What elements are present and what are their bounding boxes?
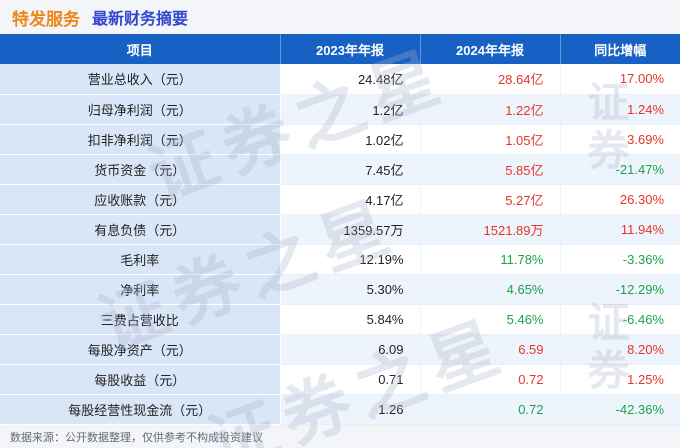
value-2024-cell: 5.46% — [420, 304, 561, 335]
row-label-cell: 有息负债（元） — [0, 214, 281, 245]
header-2023: 2023年年报 — [280, 34, 421, 64]
value-2024-cell: 4.65% — [420, 274, 561, 305]
table-row: 扣非净利润（元） 1.02亿 1.05亿 3.69% — [0, 124, 680, 155]
value-2023-cell: 1359.57万 — [280, 214, 421, 245]
yoy-cell: 26.30% — [560, 184, 680, 215]
table-row: 每股净资产（元） 6.09 6.59 8.20% — [0, 334, 680, 365]
table-row: 货币资金（元） 7.45亿 5.85亿 -21.47% — [0, 154, 680, 185]
table-row: 三费占营收比 5.84% 5.46% -6.46% — [0, 304, 680, 335]
value-2023-cell: 6.09 — [280, 334, 421, 365]
financial-summary-table: 项目 2023年年报 2024年年报 同比增幅 营业总收入（元） 24.48亿 28… — [0, 34, 680, 425]
table-header-row: 项目 2023年年报 2024年年报 同比增幅 — [0, 34, 680, 64]
yoy-cell: -42.36% — [560, 394, 680, 425]
table-row: 毛利率 12.19% 11.78% -3.36% — [0, 244, 680, 275]
value-2023-cell: 7.45亿 — [280, 154, 421, 185]
row-label-cell: 货币资金（元） — [0, 154, 281, 185]
table-row: 营业总收入（元） 24.48亿 28.64亿 17.00% — [0, 64, 680, 95]
value-2024-cell: 0.72 — [420, 394, 561, 425]
value-2023-cell: 5.84% — [280, 304, 421, 335]
value-2024-cell: 1521.89万 — [420, 214, 561, 245]
table-row: 有息负债（元） 1359.57万 1521.89万 11.94% — [0, 214, 680, 245]
value-2023-cell: 12.19% — [280, 244, 421, 275]
value-2024-cell: 28.64亿 — [420, 64, 561, 95]
value-2024-cell: 0.72 — [420, 364, 561, 395]
value-2023-cell: 1.2亿 — [280, 94, 421, 125]
yoy-cell: 1.25% — [560, 364, 680, 395]
row-label-cell: 净利率 — [0, 274, 281, 305]
data-source-note: 数据来源：公开数据整理，仅供参考不构成投资建议 — [10, 431, 263, 444]
row-label-cell: 三费占营收比 — [0, 304, 281, 335]
table-row: 每股收益（元） 0.71 0.72 1.25% — [0, 364, 680, 395]
table-row: 每股经营性现金流（元） 1.26 0.72 -42.36% — [0, 394, 680, 425]
value-2024-cell: 5.27亿 — [420, 184, 561, 215]
row-label-cell: 每股收益（元） — [0, 364, 281, 395]
report-title: 最新财务摘要 — [92, 11, 189, 28]
table-row: 应收账款（元） 4.17亿 5.27亿 26.30% — [0, 184, 680, 215]
value-2024-cell: 1.22亿 — [420, 94, 561, 125]
value-2024-cell: 1.05亿 — [420, 124, 561, 155]
header-item: 项目 — [0, 34, 281, 64]
table-row: 归母净利润（元） 1.2亿 1.22亿 1.24% — [0, 94, 680, 125]
yoy-cell: 1.24% — [560, 94, 680, 125]
value-2024-cell: 11.78% — [420, 244, 561, 275]
row-label-cell: 扣非净利润（元） — [0, 124, 281, 155]
yoy-cell: -12.29% — [560, 274, 680, 305]
row-label-cell: 营业总收入（元） — [0, 64, 281, 95]
stock-name: 特发服务 — [12, 9, 80, 29]
value-2023-cell: 4.17亿 — [280, 184, 421, 215]
value-2024-cell: 6.59 — [420, 334, 561, 365]
header-2024: 2024年年报 — [420, 34, 561, 64]
value-2023-cell: 0.71 — [280, 364, 421, 395]
header-yoy: 同比增幅 — [560, 34, 680, 64]
value-2023-cell: 1.02亿 — [280, 124, 421, 155]
value-2024-cell: 5.85亿 — [420, 154, 561, 185]
row-label-cell: 毛利率 — [0, 244, 281, 275]
value-2023-cell: 5.30% — [280, 274, 421, 305]
row-label-cell: 每股经营性现金流（元） — [0, 394, 281, 425]
yoy-cell: 11.94% — [560, 214, 680, 245]
yoy-cell: -21.47% — [560, 154, 680, 185]
value-2023-cell: 1.26 — [280, 394, 421, 425]
table-row: 净利率 5.30% 4.65% -12.29% — [0, 274, 680, 305]
value-2023-cell: 24.48亿 — [280, 64, 421, 95]
yoy-cell: -3.36% — [560, 244, 680, 275]
yoy-cell: -6.46% — [560, 304, 680, 335]
yoy-cell: 8.20% — [560, 334, 680, 365]
row-label-cell: 每股净资产（元） — [0, 334, 281, 365]
page-title: 特发服务 最新财务摘要 — [0, 0, 680, 34]
yoy-cell: 3.69% — [560, 124, 680, 155]
yoy-cell: 17.00% — [560, 64, 680, 95]
row-label-cell: 归母净利润（元） — [0, 94, 281, 125]
row-label-cell: 应收账款（元） — [0, 184, 281, 215]
